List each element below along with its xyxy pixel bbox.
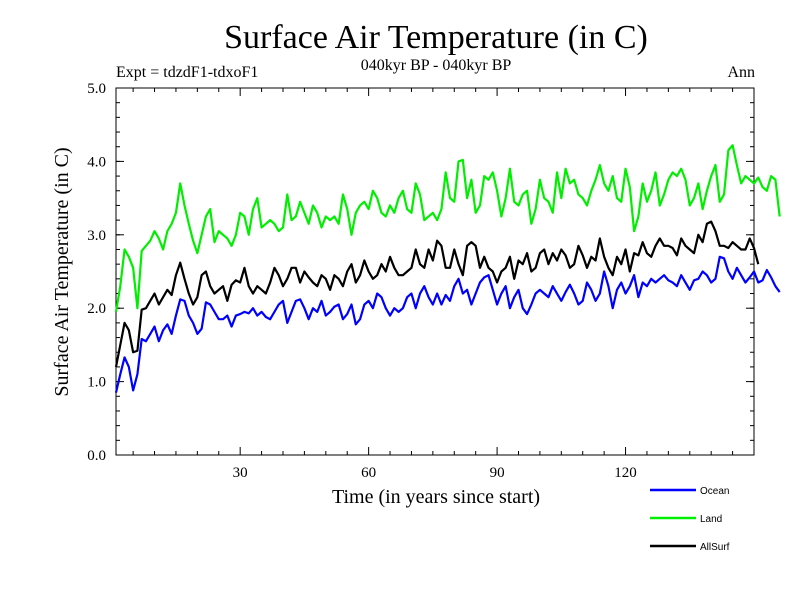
legend-label-ocean: Ocean: [700, 486, 729, 497]
x-axis-label: Time (in years since start): [332, 486, 540, 508]
y-tick-label: 3.0: [87, 228, 106, 244]
y-tick-label: 2.0: [87, 301, 106, 317]
x-tick-label: 90: [490, 465, 505, 481]
legend-label-allsurf: AllSurf: [700, 542, 730, 553]
y-tick-label: 4.0: [87, 154, 106, 170]
legend: Ocean Land AllSurf: [650, 486, 730, 553]
y-axis-label: Surface Air Temperature (in C): [51, 147, 73, 396]
plot-frame: [115, 87, 755, 456]
series-group: [114, 144, 781, 393]
y-tick-label: 5.0: [87, 81, 106, 97]
experiment-label: Expt = tdzdF1-tdxoF1: [116, 64, 258, 81]
series-line-ocean: [114, 255, 781, 393]
chart-title: Surface Air Temperature (in C): [224, 19, 648, 56]
x-tick-label: 60: [361, 465, 376, 481]
legend-label-land: Land: [700, 514, 722, 525]
y-axis: 0.0 1.0 2.0 3.0 4.0 5.0: [87, 81, 754, 464]
x-axis: 30 60 90 120: [132, 88, 734, 481]
x-tick-label: 120: [614, 465, 637, 481]
x-tick-label: 30: [233, 465, 248, 481]
chart-subtitle: 040kyr BP - 040kyr BP: [361, 57, 512, 74]
y-tick-label: 0.0: [87, 448, 106, 464]
period-label: Ann: [727, 64, 755, 81]
series-line-land: [114, 144, 781, 313]
plot-area: 0.0 1.0 2.0 3.0 4.0 5.0 30 60 90 120: [87, 81, 781, 481]
y-tick-label: 1.0: [87, 375, 106, 391]
series-line-allsurf: [114, 220, 760, 368]
